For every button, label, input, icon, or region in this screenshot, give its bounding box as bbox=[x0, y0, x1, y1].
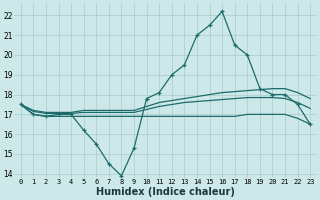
X-axis label: Humidex (Indice chaleur): Humidex (Indice chaleur) bbox=[96, 187, 235, 197]
